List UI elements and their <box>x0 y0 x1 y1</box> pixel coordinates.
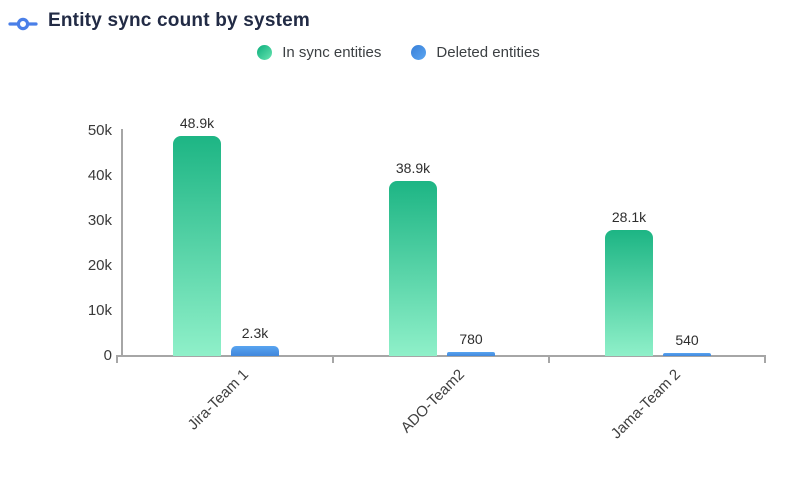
legend-label: Deleted entities <box>436 44 540 61</box>
chart-legend: In sync entities Deleted entities <box>0 44 797 61</box>
x-axis-tick <box>764 355 766 363</box>
bar-deleted-entities-jira-team-1[interactable] <box>231 346 279 356</box>
y-tick-20k: 20k <box>87 257 112 274</box>
y-tick-10k: 10k <box>87 302 112 319</box>
bar-in-sync-entities-jama-team-2[interactable] <box>605 230 653 356</box>
in-sync-legend-dot-icon <box>257 45 273 60</box>
x-axis-tick <box>548 355 550 363</box>
x-axis-tick <box>332 355 334 363</box>
bar-in-sync-entities-ado-team2[interactable] <box>389 181 437 356</box>
x-category-label-ado-team2: ADO-Team2 <box>397 366 469 437</box>
bar-deleted-entities-jama-team-2[interactable] <box>663 353 711 356</box>
bar-value-deleted-entities-jira-team-1: 2.3k <box>241 325 269 341</box>
x-axis-line <box>116 355 766 357</box>
page-title: Entity sync count by system <box>48 10 310 31</box>
bar-value-in-sync-entities-ado-team2: 38.9k <box>395 160 431 176</box>
legend-item-deleted[interactable]: Deleted entities <box>411 44 540 61</box>
y-tick-40k: 40k <box>87 167 112 184</box>
bar-value-in-sync-entities-jira-team-1: 48.9k <box>179 115 215 131</box>
bar-in-sync-entities-jira-team-1[interactable] <box>173 136 221 356</box>
x-category-label-jama-team-2: Jama-Team 2 <box>607 366 685 443</box>
x-category-label-jira-team-1: Jira-Team 1 <box>184 366 253 434</box>
y-tick-0: 0 <box>103 347 112 364</box>
y-tick-30k: 30k <box>87 212 112 229</box>
bar-value-deleted-entities-jama-team-2: 540 <box>675 332 699 348</box>
bar-deleted-entities-ado-team2[interactable] <box>447 352 495 356</box>
y-axis-line <box>121 129 123 357</box>
bar-value-in-sync-entities-jama-team-2: 28.1k <box>611 209 647 225</box>
bar-value-deleted-entities-ado-team2: 780 <box>459 331 483 347</box>
y-tick-50k: 50k <box>87 122 112 139</box>
legend-item-in-sync[interactable]: In sync entities <box>257 44 381 61</box>
sync-link-icon <box>8 17 38 31</box>
deleted-legend-dot-icon <box>411 45 427 60</box>
x-axis-tick <box>116 355 118 363</box>
legend-label: In sync entities <box>282 44 382 61</box>
